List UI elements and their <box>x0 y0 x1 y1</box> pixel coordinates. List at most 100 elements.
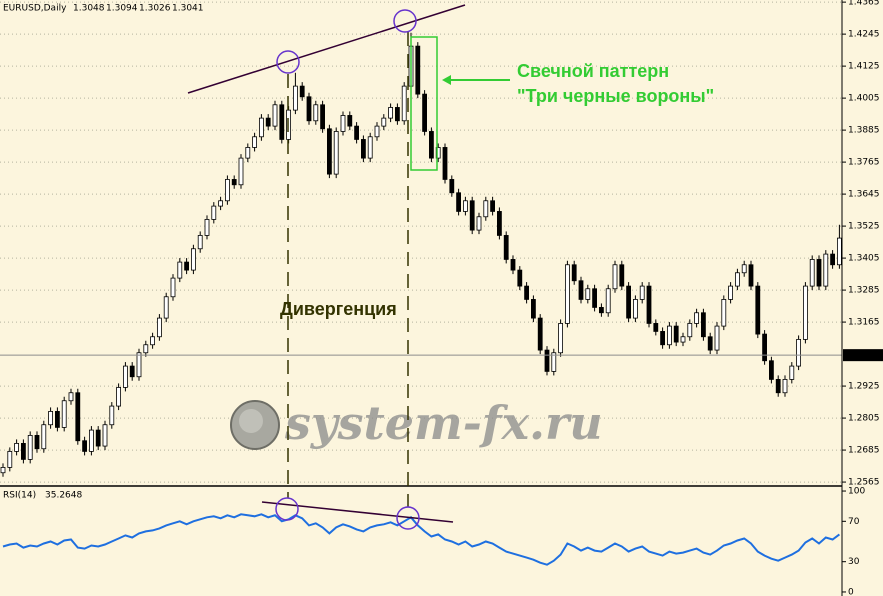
y-tick-label: 1.4365 <box>848 0 880 8</box>
candle-body <box>449 179 455 194</box>
candle-body <box>721 299 727 327</box>
candle-body <box>7 451 13 468</box>
candle-body <box>48 411 53 426</box>
candle-body <box>476 216 482 231</box>
candle-body <box>0 467 6 474</box>
candle-body <box>442 147 448 180</box>
y-tick-label: 70 <box>848 517 860 527</box>
highlight-circle <box>393 9 417 33</box>
y-tick-label: 1.2565 <box>848 478 880 488</box>
candle-body <box>748 264 754 287</box>
candle-body <box>619 264 625 287</box>
candle-body <box>728 285 733 300</box>
candle-body <box>381 117 387 127</box>
y-tick-label: 0 <box>848 587 854 596</box>
candle-body <box>95 429 101 447</box>
trend-line-price <box>187 4 466 94</box>
candle-body <box>279 104 285 140</box>
candle-body <box>123 365 128 388</box>
candle-body <box>347 115 353 127</box>
trend-line-rsi <box>261 501 454 523</box>
y-tick-label: 1.3405 <box>848 254 880 264</box>
candle-body <box>639 285 645 300</box>
y-tick-label: 1.2925 <box>848 382 880 392</box>
candle-body <box>238 157 244 186</box>
last-price-label: 1.3041 <box>848 351 880 361</box>
annotation: Свечной паттерн <box>517 61 669 81</box>
last-price-box <box>843 349 883 362</box>
candle-body <box>490 200 496 212</box>
candle-body <box>211 205 217 220</box>
candle-body <box>41 424 47 450</box>
candle-body <box>714 325 720 351</box>
candle-body <box>150 336 156 346</box>
pattern-box <box>410 36 438 171</box>
candle-body <box>687 323 693 338</box>
candle-body <box>646 285 652 324</box>
candle-body <box>456 192 462 212</box>
candle-body <box>354 125 360 140</box>
candle-body <box>762 333 767 362</box>
axis: 1.4365 1.4245 1.4125 1.4005 1.3885 1.3765 1.36… <box>842 0 883 596</box>
candle-body <box>89 429 94 452</box>
candle-body <box>102 424 108 447</box>
candle-body <box>258 117 264 138</box>
candle-body <box>701 312 706 338</box>
grid <box>0 1 842 483</box>
candle-body <box>769 360 774 380</box>
candle-body <box>231 179 237 186</box>
candle-body <box>109 405 115 426</box>
candle-body <box>190 248 196 271</box>
candle-body <box>82 440 87 452</box>
candle-body <box>156 317 162 338</box>
candle-body <box>782 379 788 394</box>
watermark-text: system-fx.ru <box>284 396 603 450</box>
candle-body <box>823 253 829 287</box>
candle-body <box>558 323 563 354</box>
candle-body <box>401 85 407 122</box>
candle-body <box>320 104 326 130</box>
candle-body <box>517 269 523 287</box>
rsi-line <box>2 513 840 566</box>
y-tick-label: 1.4125 <box>848 62 880 72</box>
candle-body <box>673 325 679 343</box>
candle-body <box>496 211 502 236</box>
candle-body <box>218 200 224 207</box>
candle-body <box>136 352 142 378</box>
watermark: system-fx.ru <box>230 396 603 450</box>
candle-body <box>326 128 332 175</box>
candle-body <box>143 344 149 354</box>
candle-body <box>680 336 686 343</box>
y-tick-label: 1.2685 <box>848 446 880 456</box>
candle-body <box>184 261 190 271</box>
y-tick-label: 1.2805 <box>848 414 880 424</box>
candle-body <box>197 235 203 250</box>
candle-body <box>20 443 26 460</box>
candle-body <box>306 96 312 122</box>
candle-body <box>299 85 305 98</box>
candle-body <box>789 365 795 380</box>
candle-body <box>428 131 434 159</box>
y-tick-label: 1.3645 <box>848 190 880 200</box>
highlight-circle <box>396 506 420 530</box>
candle-body <box>755 285 761 335</box>
candle-body <box>313 104 319 122</box>
y-tick-label: 1.3285 <box>848 286 880 296</box>
candle-body <box>27 435 33 460</box>
annotation: "Три черные вороны" <box>517 86 714 106</box>
candle-body <box>830 253 835 266</box>
highlight-circle <box>276 50 300 74</box>
candle-body <box>374 125 380 138</box>
candle-body <box>116 387 121 407</box>
candle-body <box>245 147 251 159</box>
annotation: Дивергенция <box>280 299 397 319</box>
candle-body <box>252 136 258 148</box>
candle-body <box>565 264 570 324</box>
y-tick-label: 30 <box>848 557 860 567</box>
candle-body <box>537 317 543 351</box>
candle-body <box>837 237 842 266</box>
candle-body <box>360 139 366 159</box>
candle-body <box>415 45 421 95</box>
